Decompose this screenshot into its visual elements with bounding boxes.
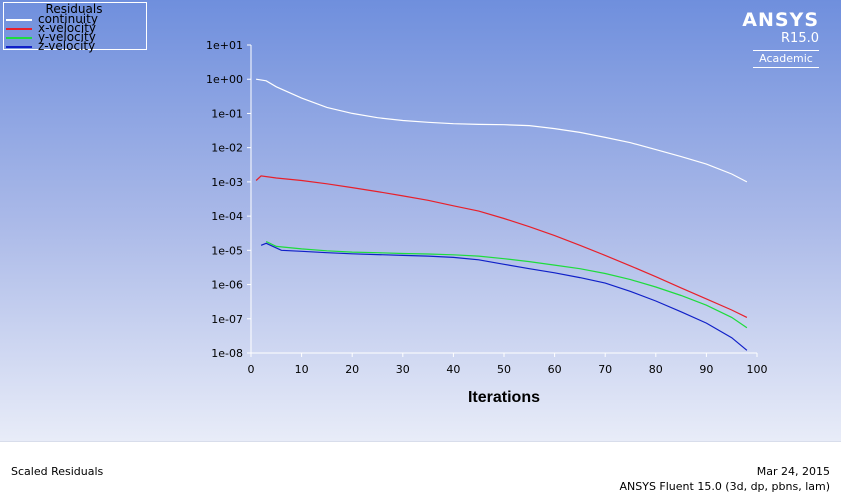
plot-date: Mar 24, 2015 bbox=[756, 465, 830, 478]
y-tick-label: 1e-06 bbox=[211, 279, 243, 292]
y-tick-label: 1e-03 bbox=[211, 176, 243, 189]
series-line-y-velocity bbox=[265, 241, 748, 329]
legend-entry-continuity: continuity bbox=[6, 12, 146, 26]
series-line-x-velocity bbox=[255, 175, 748, 318]
legend-swatch-x-velocity bbox=[6, 28, 32, 30]
y-tick-label: 1e+00 bbox=[206, 73, 243, 86]
legend-label-z-velocity: z-velocity bbox=[38, 39, 96, 53]
brand-edition: Academic bbox=[753, 50, 819, 68]
footer-bar: Scaled Residuals Mar 24, 2015 ANSYS Flue… bbox=[0, 441, 841, 503]
legend-swatch-y-velocity bbox=[6, 37, 32, 39]
legend-label-y-velocity: y-velocity bbox=[38, 30, 96, 44]
solver-info: ANSYS Fluent 15.0 (3d, dp, pbns, lam) bbox=[619, 480, 830, 493]
x-tick-label: 50 bbox=[497, 363, 511, 376]
x-tick-label: 20 bbox=[345, 363, 359, 376]
x-tick-label: 100 bbox=[747, 363, 768, 376]
residuals-chart: 1e+01 1e+00 1e-01 1e-02 1e-03 1e-04 1e-05 1e-06… bbox=[206, 39, 767, 406]
y-tick-label: 1e-04 bbox=[211, 210, 243, 223]
series-line-continuity bbox=[256, 78, 748, 183]
x-tick-label: 80 bbox=[649, 363, 663, 376]
x-tick-label: 10 bbox=[295, 363, 309, 376]
ansys-logo: ANSYS R15.0 Academic bbox=[719, 8, 819, 68]
y-tick-label: 1e-08 bbox=[211, 347, 243, 360]
x-axis-title: Iterations bbox=[468, 389, 540, 406]
x-tick-label: 90 bbox=[699, 363, 713, 376]
legend: Residuals continuity x-velocity y-veloci… bbox=[3, 2, 147, 53]
series-line-z-velocity bbox=[260, 242, 748, 351]
y-tick-label: 1e-05 bbox=[211, 244, 243, 257]
x-tick-label: 60 bbox=[548, 363, 562, 376]
legend-label-x-velocity: x-velocity bbox=[38, 21, 97, 35]
x-tick-label: 70 bbox=[598, 363, 612, 376]
y-tick-label: 1e-01 bbox=[211, 107, 243, 120]
brand-version: R15.0 bbox=[781, 31, 819, 46]
y-tick-label: 1e-07 bbox=[211, 313, 243, 326]
legend-title: Residuals bbox=[45, 2, 103, 16]
brand-name: ANSYS bbox=[742, 9, 819, 31]
legend-swatch-z-velocity bbox=[6, 46, 32, 48]
x-tick-label: 0 bbox=[248, 363, 255, 376]
plot-area: 1e+01 1e+00 1e-01 1e-02 1e-03 1e-04 1e-05 1e-06… bbox=[0, 0, 841, 441]
plot-title: Scaled Residuals bbox=[11, 465, 104, 478]
y-tick-label: 1e-02 bbox=[211, 142, 243, 155]
legend-swatch-continuity bbox=[6, 19, 32, 21]
legend-entry-y-velocity: y-velocity bbox=[6, 30, 146, 44]
legend-entry-z-velocity: z-velocity bbox=[6, 39, 146, 53]
axes: 1e+01 1e+00 1e-01 1e-02 1e-03 1e-04 1e-05 1e-06… bbox=[206, 39, 767, 406]
x-tick-label: 30 bbox=[396, 363, 410, 376]
y-tick-label: 1e+01 bbox=[206, 39, 243, 52]
legend-entry-x-velocity: x-velocity bbox=[6, 21, 146, 35]
series-group bbox=[255, 78, 748, 351]
legend-label-continuity: continuity bbox=[38, 12, 98, 26]
x-tick-label: 40 bbox=[446, 363, 460, 376]
